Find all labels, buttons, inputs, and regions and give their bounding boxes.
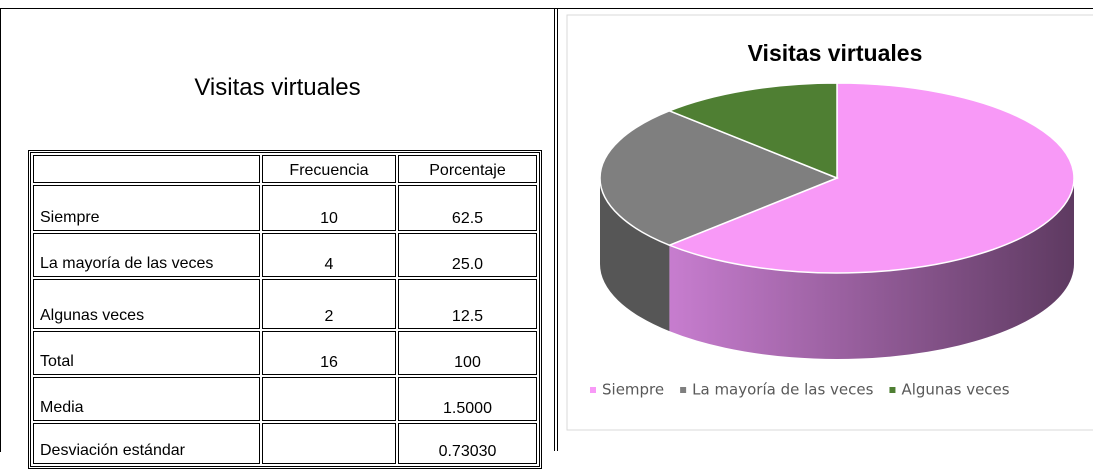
header-cell: Frecuencia [262, 155, 396, 183]
table-row: Algunas veces 2 12.5 [33, 279, 537, 329]
slice-side [600, 178, 670, 332]
header-cell [33, 155, 260, 183]
row-label: La mayoría de las veces [33, 233, 260, 277]
cell: 100 [398, 331, 537, 375]
slice [599, 110, 840, 246]
cell: 1.5000 [398, 377, 537, 421]
legend-label: Siempre [602, 381, 664, 399]
chart-frame [566, 14, 1093, 431]
header-cell: Porcentaje [398, 155, 537, 183]
row-label: Siempre [33, 185, 260, 231]
cell: 25.0 [398, 233, 537, 277]
chart-title: Visitas virtuales [748, 40, 923, 66]
chart: Visitas virtuales Siempre La mayoría de l… [566, 14, 1093, 431]
row-label-text: Media [40, 399, 84, 416]
cell: 10 [262, 185, 396, 231]
legend-marker [590, 387, 596, 393]
row-label: Algunas veces [33, 279, 260, 329]
cell: 62.5 [398, 185, 537, 231]
row-label: Media [33, 377, 260, 421]
row-label-text: Total [40, 353, 74, 370]
legend-label: La mayoría de las veces [692, 381, 874, 399]
cell: 12.5 [398, 279, 537, 329]
table-title: Visitas virtuales [194, 74, 361, 101]
row-label-text: Siempre [40, 209, 100, 226]
divider [554, 8, 558, 451]
legend-marker [889, 387, 896, 393]
page: Visitas virtuales Frecuencia Porcentaje … [0, 8, 1093, 469]
row-label-text: Algunas veces [40, 307, 145, 324]
row-label: Total [33, 331, 260, 375]
slice [667, 82, 1075, 274]
frame [0, 8, 1093, 452]
legend-marker [680, 387, 687, 393]
legend-label: Algunas veces [901, 381, 1009, 399]
row-label-text: La mayoría de las veces [40, 255, 214, 272]
cell: 16 [262, 331, 396, 375]
cell: 2 [262, 279, 396, 329]
table-row: Media 1.5000 [33, 377, 537, 421]
table-row: La mayoría de las veces 4 25.0 [33, 233, 537, 277]
slice [667, 82, 838, 180]
table-row: Siempre 10 62.5 [33, 185, 537, 231]
cell: 4 [262, 233, 396, 277]
cell [262, 377, 396, 421]
table-row: Total 16 100 [33, 331, 537, 375]
slice-side [669, 178, 1074, 360]
header-row: Frecuencia Porcentaje [33, 155, 537, 183]
